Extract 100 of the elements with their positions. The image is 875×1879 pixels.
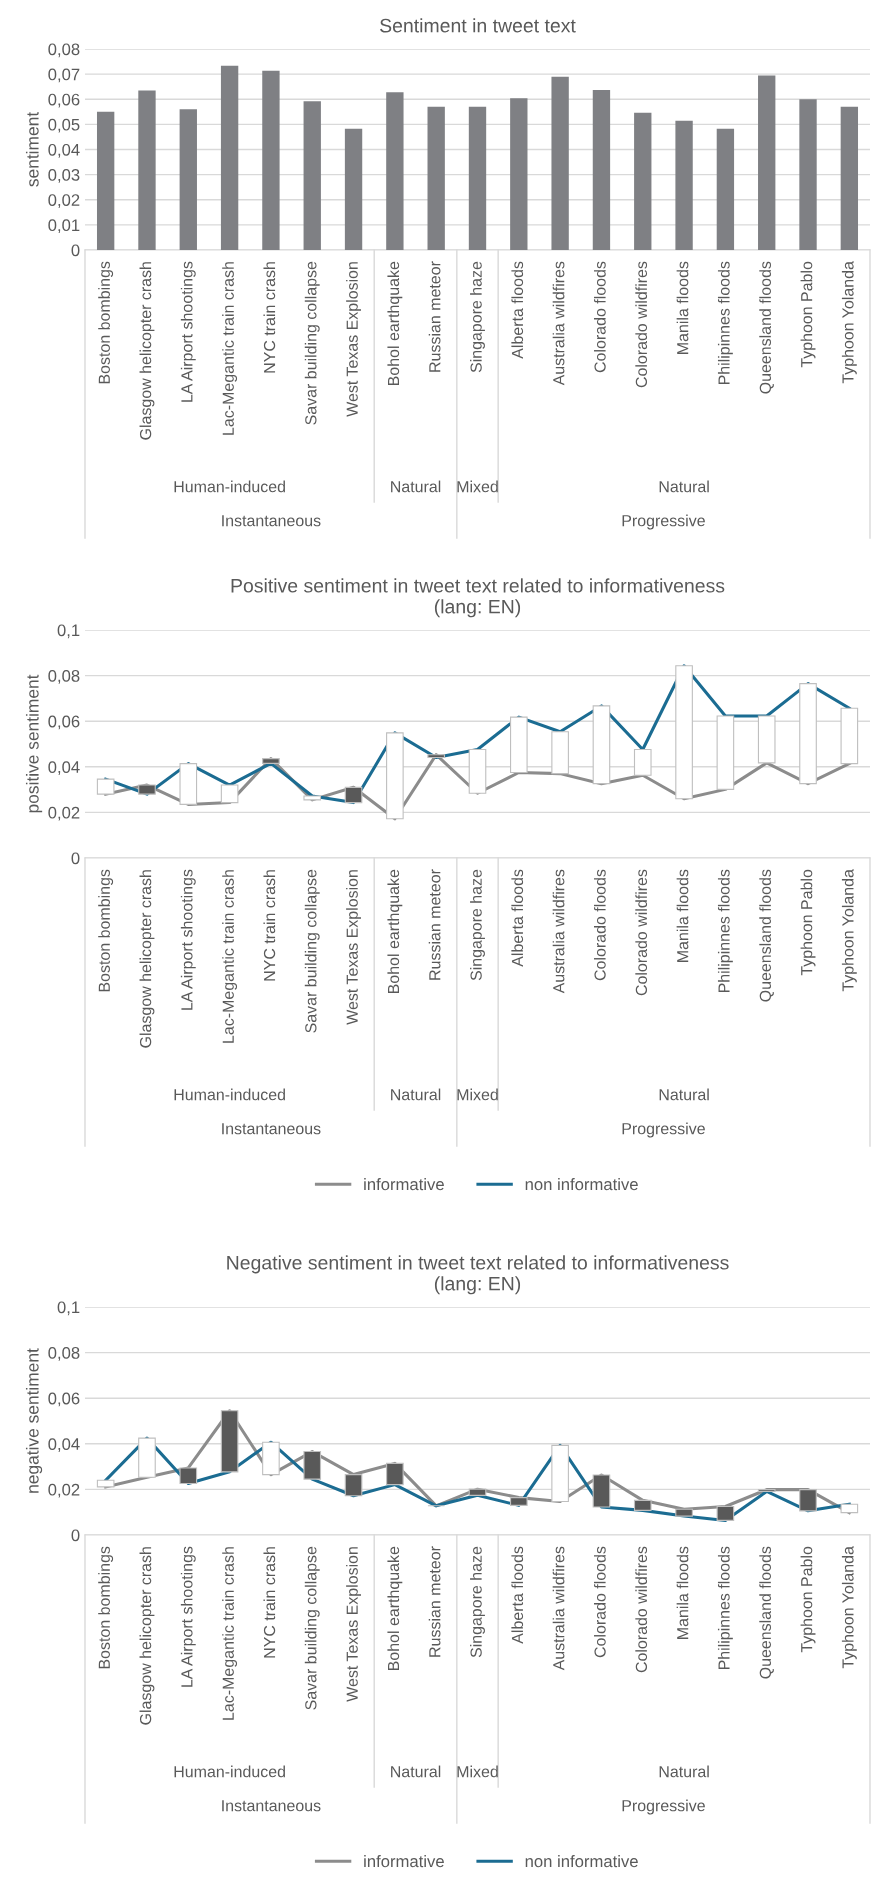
x-tick-label: Lac-Megantic train crash [222, 870, 238, 1043]
bar [675, 120, 693, 250]
bar [138, 784, 156, 795]
bar [675, 1508, 693, 1517]
x-tick-label: Australia wildfires [552, 869, 565, 994]
x-tick-label: West Texas Explosion [346, 1547, 361, 1702]
bar [96, 111, 115, 250]
bar [303, 1450, 322, 1480]
bar [551, 731, 569, 775]
bar [96, 778, 115, 795]
bar [840, 1503, 859, 1514]
y-tick-label: 0,04 [48, 761, 80, 775]
bar [179, 1467, 198, 1485]
bar [592, 1474, 611, 1508]
x-tick-label: Glasgow helicopter crash [139, 262, 155, 440]
bar [138, 90, 156, 250]
bar [386, 732, 404, 820]
text: Instantaneous [222, 1123, 321, 1135]
x-tick-label: Typhoon Pablo [800, 261, 816, 368]
x-tick-label: Boston bombings [98, 261, 114, 384]
chart-title: Positive sentiment in tweet text related to informativeness (lang: EN) [231, 578, 725, 618]
x-tick-label: Manila floods [676, 869, 689, 962]
y-tick-label: 0,05 [48, 118, 80, 133]
text: Natural [391, 1765, 441, 1778]
bar [468, 1488, 487, 1496]
x-tick-label: NYC train crash [263, 262, 276, 373]
text: Mixed [457, 1088, 498, 1101]
bar [262, 758, 280, 764]
y-tick-label: 0,1 [57, 1301, 80, 1316]
bar [262, 1441, 280, 1476]
x-tick-label: Alberta floods [511, 1546, 524, 1644]
bar [840, 106, 859, 250]
x-tick-label: Queensland floods [759, 261, 774, 394]
x-tick-label: Alberta floods [511, 261, 524, 359]
y-tick-label: 0 [71, 244, 80, 257]
y-tick-label: 0,02 [48, 1483, 80, 1498]
bar [179, 763, 198, 805]
x-tick-label: Singapore haze [470, 261, 485, 373]
bar [510, 98, 528, 250]
y-axis-title: sentiment [25, 111, 39, 187]
x-tick-label: Glasgow helicopter crash [139, 1547, 155, 1725]
bar [509, 1497, 528, 1506]
bar [551, 1444, 569, 1503]
x-tick-label: NYC train crash [263, 870, 276, 981]
bar [551, 76, 569, 250]
bar [303, 101, 321, 250]
legend-label: informative [364, 1178, 444, 1191]
bar [179, 109, 197, 250]
y-tick-label: 0,06 [48, 93, 80, 108]
bar [799, 1489, 817, 1512]
x-tick-label: Typhoon Yolanda [841, 261, 857, 384]
bar [509, 716, 528, 774]
x-tick-label: West Texas Explosion [346, 262, 361, 417]
text: Natural [391, 1088, 441, 1101]
x-tick-label: Alberta floods [511, 869, 524, 967]
y-tick-label: 0 [71, 1529, 80, 1542]
y-tick-label: 0,07 [48, 68, 80, 83]
bar [716, 715, 735, 790]
bar [592, 89, 611, 250]
y-tick-label: 0,04 [48, 1438, 80, 1452]
x-tick-label: LA Airport shootings [180, 869, 196, 1010]
x-tick-label: Australia wildfires [552, 1546, 565, 1671]
x-tick-label: Colorado wildfires [635, 869, 648, 996]
x-tick-label: Typhoon Yolanda [841, 1546, 857, 1669]
x-tick-label: LA Airport shootings [180, 1546, 196, 1687]
y-tick-label: 0,04 [48, 143, 80, 158]
text: Human-induced [174, 1088, 285, 1101]
text: Natural [659, 1088, 709, 1101]
bar [675, 665, 693, 800]
y-tick-label: 0,02 [48, 806, 80, 821]
bar [220, 784, 239, 804]
x-tick-label: Russian meteor [428, 261, 441, 372]
bar [716, 1505, 735, 1521]
x-tick-label: Philipinnes floods [717, 1546, 733, 1670]
x-tick-label: Philipinnes floods [717, 869, 733, 993]
x-tick-label: Bohol earthquake [387, 1546, 403, 1670]
bar [716, 128, 735, 250]
x-tick-label: Russian meteor [428, 1546, 441, 1657]
x-tick-label: Typhoon Pablo [800, 869, 816, 976]
x-tick-label: Lac-Megantic train crash [222, 262, 238, 435]
y-tick-label: 0,06 [48, 1392, 80, 1407]
text: Instantaneous [222, 515, 321, 527]
text: Progressive [622, 514, 705, 530]
y-tick-label: 0,08 [48, 670, 80, 684]
text: Progressive [622, 1122, 705, 1138]
bar [220, 1410, 239, 1473]
x-tick-label: Typhoon Pablo [800, 1546, 816, 1653]
text: Mixed [457, 1765, 498, 1778]
y-tick-label: 0 [71, 852, 80, 865]
x-tick-label: NYC train crash [263, 1547, 276, 1658]
y-tick-label: 0,08 [48, 43, 80, 58]
x-tick-label: Typhoon Yolanda [841, 869, 857, 992]
x-tick-label: Manila floods [676, 1546, 689, 1639]
bar [220, 65, 239, 250]
x-tick-label: Savar building collapse [304, 261, 320, 425]
text: Progressive [622, 1799, 705, 1815]
y-tick-label: 0,01 [48, 219, 80, 234]
text: Natural [659, 1765, 709, 1778]
x-tick-label: Singapore haze [470, 869, 485, 981]
bar [427, 106, 445, 250]
